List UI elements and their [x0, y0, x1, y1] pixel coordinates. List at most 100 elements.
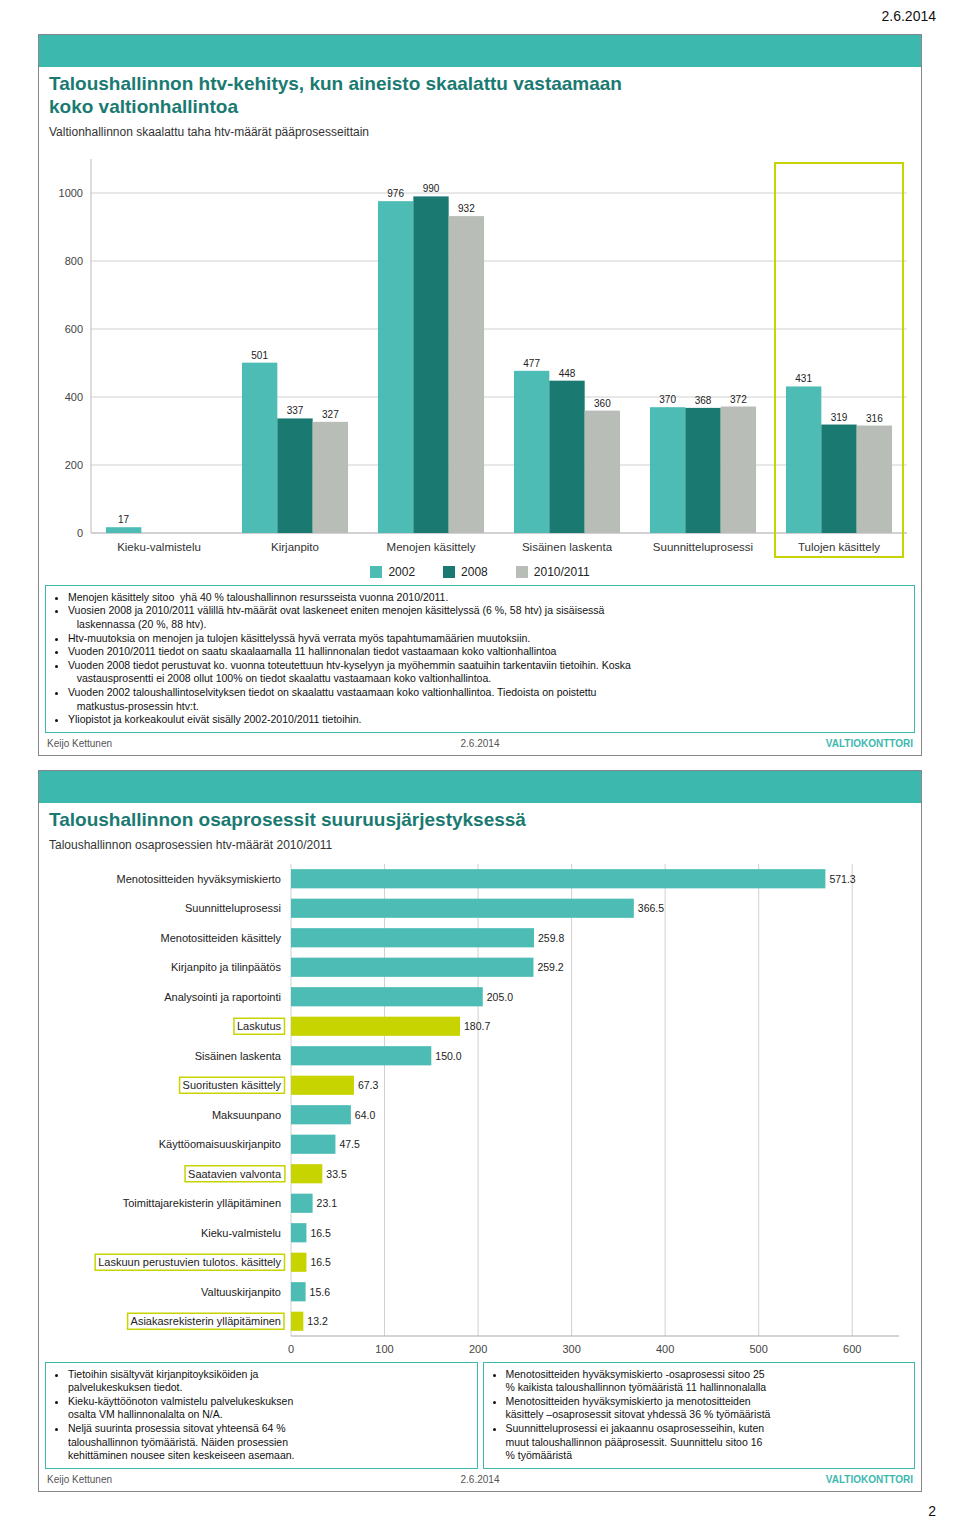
bar	[291, 1075, 354, 1094]
legend: 200220082010/2011	[39, 565, 921, 579]
y-tick-label: 800	[65, 255, 83, 267]
data-label: 370	[659, 394, 676, 405]
data-label: 319	[831, 411, 848, 422]
data-label: 150.0	[435, 1050, 461, 1062]
bullet-point: Neljä suurinta prosessia sitovat yhteens…	[68, 1422, 471, 1463]
y-tick-label: Kirjanpito ja tilinpäätös	[171, 961, 282, 973]
data-label: 16.5	[310, 1256, 331, 1268]
x-tick-label: 100	[375, 1343, 393, 1355]
chart-subtitle: Taloushallinnon osaprosessien htv-määrät…	[49, 838, 911, 852]
page-number: 2	[928, 1503, 936, 1519]
grid-line	[91, 328, 907, 329]
bar	[291, 1016, 460, 1035]
label-highlight	[180, 1077, 285, 1093]
bullet-point: Kieku-käyttöönoton valmistelu palvelukes…	[68, 1395, 471, 1422]
legend-label: 2008	[461, 565, 488, 579]
label-highlight	[185, 1166, 285, 1182]
data-label: 33.5	[326, 1168, 347, 1180]
header-strip	[39, 35, 921, 67]
data-label: 431	[795, 373, 812, 384]
data-label: 976	[387, 188, 404, 199]
footer: Keijo Kettunen2.6.2014VALTIOKONTTORI	[47, 738, 913, 749]
data-label: 23.1	[317, 1197, 338, 1209]
y-tick-label: 0	[77, 527, 83, 539]
footer-right: VALTIOKONTTORI	[624, 738, 913, 749]
bar	[291, 1046, 431, 1065]
bar	[685, 407, 720, 532]
label-highlight	[95, 1254, 284, 1270]
bar	[291, 1223, 306, 1242]
bullet-point: Menotositteiden hyväksymiskierto -osapro…	[506, 1368, 909, 1395]
data-label: 990	[423, 183, 440, 194]
data-label: 368	[695, 394, 712, 405]
x-tick-label: Kieku-valmistelu	[117, 541, 201, 553]
bar	[449, 216, 484, 533]
legend-item: 2010/2011	[516, 565, 590, 579]
x-axis-line	[91, 532, 907, 533]
bar	[821, 424, 856, 532]
y-tick-label: Analysointi ja raportointi	[164, 991, 281, 1003]
x-tick-label: 200	[469, 1343, 487, 1355]
y-tick-label: Laskuun perustuvien tulotos. käsittely	[98, 1256, 281, 1268]
data-label: 259.8	[538, 932, 564, 944]
bar	[514, 370, 549, 532]
data-label: 448	[559, 367, 576, 378]
bullet-list: Tietoihin sisältyvät kirjanpitoyksiköide…	[52, 1368, 471, 1463]
y-tick-label: Menotositteiden käsittely	[161, 932, 282, 944]
y-tick-label: 200	[65, 459, 83, 471]
y-tick-label: Saatavien valvonta	[188, 1168, 282, 1180]
bar	[857, 425, 892, 532]
grid-line	[665, 864, 666, 1336]
bullet-box: Menotositteiden hyväksymiskierto -osapro…	[483, 1362, 916, 1469]
x-tick-label: Tulojen käsittely	[798, 541, 880, 553]
bullet-boxes: Tietoihin sisältyvät kirjanpitoyksiköide…	[45, 1362, 915, 1469]
y-tick-label: 600	[65, 323, 83, 335]
bar	[291, 928, 534, 947]
y-tick-label: Laskutus	[237, 1020, 282, 1032]
grid-line	[91, 192, 907, 193]
bar	[291, 1105, 351, 1124]
y-tick-label: Valtuuskirjanpito	[201, 1286, 281, 1298]
bar	[291, 1282, 306, 1301]
bullet-point: Yliopistot ja korkeakoulut eivät sisälly…	[68, 713, 908, 727]
data-label: 180.7	[464, 1020, 490, 1032]
grid-line	[91, 464, 907, 465]
bullet-point: Menojen käsittely sitoo yhä 40 % taloush…	[68, 591, 908, 605]
grid-line	[571, 864, 572, 1336]
bars	[291, 869, 825, 1331]
bullet-point: Vuoden 2010/2011 tiedot on saatu skaalaa…	[68, 645, 908, 659]
data-label: 366.5	[638, 902, 664, 914]
bar	[106, 527, 141, 533]
bullet-point: Tietoihin sisältyvät kirjanpitoyksiköide…	[68, 1368, 471, 1395]
data-label: 259.2	[537, 961, 563, 973]
bar	[549, 380, 584, 532]
data-label: 47.5	[339, 1138, 360, 1150]
chart-title: Taloushallinnon htv-kehitys, kun aineist…	[49, 73, 911, 119]
x-tick-label: 400	[656, 1343, 674, 1355]
y-tick-label: Suunnitteluprosessi	[185, 902, 281, 914]
bar	[291, 1193, 313, 1212]
footer-right: VALTIOKONTTORI	[624, 1474, 913, 1485]
footer: Keijo Kettunen2.6.2014VALTIOKONTTORI	[47, 1474, 913, 1485]
bar	[291, 898, 634, 917]
legend-swatch	[516, 566, 528, 578]
y-tick-label: Toimittajarekisterin ylläpitäminen	[123, 1197, 281, 1209]
bar	[291, 1252, 306, 1271]
data-label: 17	[118, 514, 130, 525]
data-label: 501	[251, 349, 268, 360]
bar	[291, 987, 483, 1006]
x-tick-label: Suunnitteluprosessi	[653, 541, 753, 553]
bullet-point: Vuoden 2002 taloushallintoselvityksen ti…	[68, 686, 908, 713]
data-label: 15.6	[310, 1286, 331, 1298]
bullet-box: Tietoihin sisältyvät kirjanpitoyksiköide…	[45, 1362, 478, 1469]
footer-left: Keijo Kettunen	[47, 1474, 336, 1485]
bar	[721, 406, 756, 532]
y-tick-label: Suoritusten käsittely	[183, 1079, 282, 1091]
y-tick-label: Maksuunpano	[212, 1109, 281, 1121]
x-tick-label: 500	[750, 1343, 768, 1355]
bar	[242, 362, 277, 532]
bar	[291, 957, 533, 976]
y-tick-label: 1000	[59, 187, 83, 199]
grid-line	[852, 864, 853, 1336]
legend-item: 2008	[443, 565, 488, 579]
